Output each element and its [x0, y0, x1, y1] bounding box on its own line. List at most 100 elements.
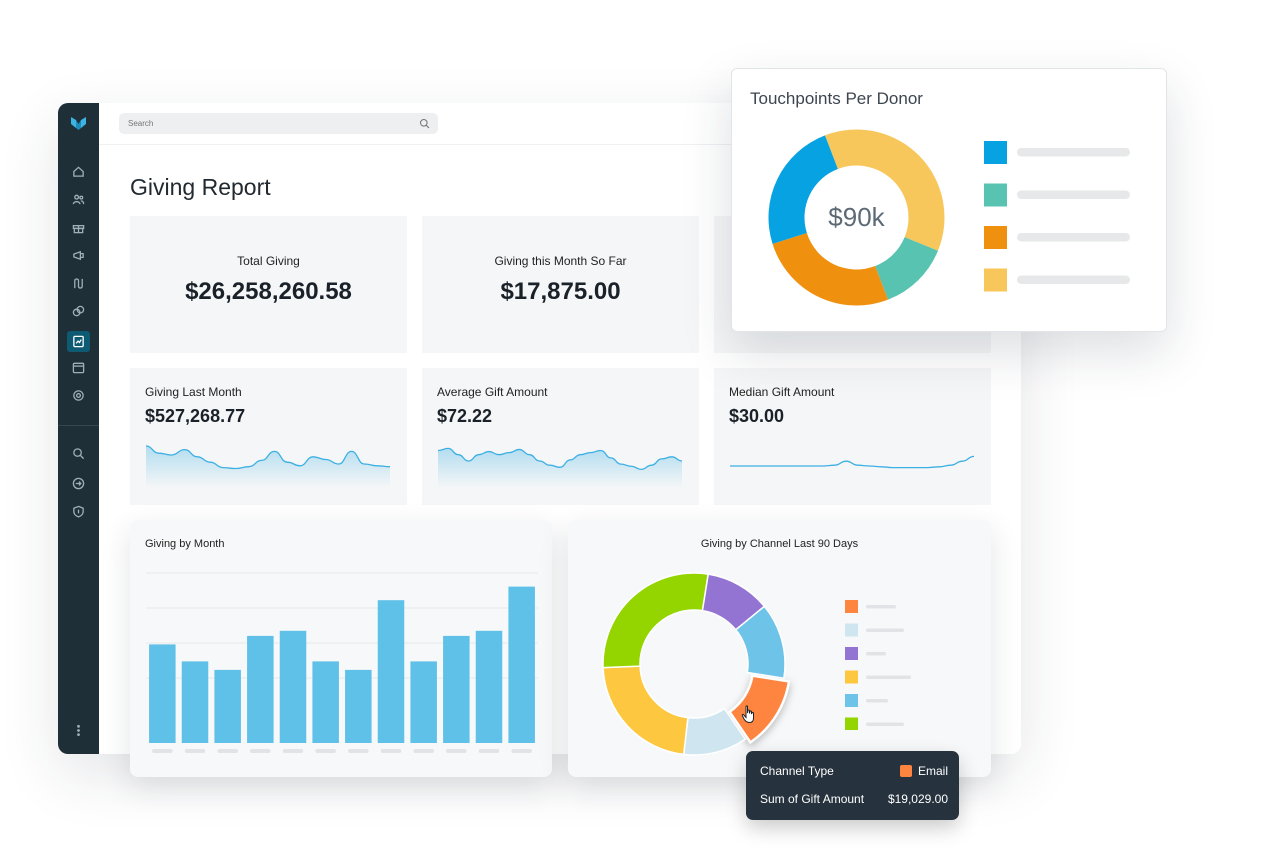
sparkline-chart [145, 445, 391, 488]
legend-label-placeholder [866, 652, 886, 656]
shield-icon[interactable] [70, 503, 87, 520]
legend-label-placeholder [1017, 275, 1130, 284]
tooltip-value: Email [899, 764, 948, 778]
sparkline-chart [437, 447, 683, 488]
sparkline-line [437, 447, 683, 471]
x-tick-label-placeholder [282, 749, 304, 753]
bar[interactable] [279, 630, 307, 743]
tooltip-value-text: Email [917, 764, 948, 778]
legend-swatch [845, 670, 858, 684]
report-icon[interactable] [67, 331, 90, 352]
bar[interactable] [345, 669, 372, 743]
topbar [99, 103, 1021, 145]
card-title: Touchpoints Per Donor [750, 89, 923, 108]
metric-value: $72.22 [437, 406, 493, 426]
metric-label: Giving Last Month [145, 385, 242, 399]
x-tick-label-placeholder [380, 749, 402, 753]
metric-value: $527,268.77 [145, 406, 246, 426]
tooltip-row: Sum of Gift Amount $19,029.00 [760, 792, 948, 808]
hand-cursor-icon [741, 705, 754, 724]
donut-slice[interactable] [875, 237, 938, 300]
kpi-label: Total Giving [237, 254, 300, 268]
giving-by-month-panel: Giving by Month [130, 520, 552, 777]
kpi-card-giving-this-month: Giving this Month So Far $17,875.00 [422, 216, 699, 353]
donut-slice[interactable] [768, 135, 838, 244]
logo-icon[interactable] [70, 115, 87, 132]
search-bar [119, 113, 438, 134]
metric-label: Median Gift Amount [729, 385, 835, 399]
chart-legend [984, 141, 1130, 292]
search-input[interactable] [119, 113, 409, 134]
bar[interactable] [508, 586, 535, 743]
home-icon[interactable] [70, 163, 87, 180]
sign-in-icon[interactable] [70, 475, 87, 492]
legend-label-placeholder [866, 675, 911, 679]
legend-label-placeholder [1017, 190, 1130, 199]
legend-swatch [984, 183, 1007, 207]
gift-icon[interactable] [70, 219, 87, 236]
legend-swatch [845, 600, 858, 613]
kpi-card-total-giving: Total Giving $26,258,260.58 [130, 216, 407, 353]
bar[interactable] [475, 630, 503, 743]
search-icon[interactable] [419, 118, 430, 129]
x-tick-label-placeholder [446, 749, 467, 753]
donut-slice[interactable] [772, 233, 889, 306]
donut-slice[interactable] [602, 665, 689, 756]
donut-slice[interactable] [734, 605, 786, 680]
metric-card-average-gift: Average Gift Amount $72.22 [422, 368, 699, 505]
legend-swatch [845, 647, 858, 660]
legend-label-placeholder [1017, 233, 1130, 242]
settings-icon[interactable] [70, 387, 87, 404]
sparkline-area [438, 448, 682, 488]
donut-center-label: $90k [828, 202, 885, 232]
legend-label-placeholder [866, 699, 888, 703]
kpi-label: Giving this Month So Far [494, 254, 627, 268]
donut-chart [602, 572, 791, 756]
donut-slice[interactable] [602, 572, 710, 669]
bar[interactable] [312, 661, 339, 743]
x-tick-label-placeholder [217, 749, 238, 753]
donut-chart [768, 129, 945, 306]
bar[interactable] [247, 635, 274, 743]
sparkline-chart [730, 455, 975, 469]
metric-value: $30.00 [729, 406, 785, 426]
x-tick-label-placeholder [315, 749, 336, 753]
chart-tooltip: Channel Type Email Sum of Gift Amount $1… [746, 751, 959, 820]
x-tick-label-placeholder [413, 749, 434, 753]
bar[interactable] [181, 661, 209, 743]
legend-label-placeholder [1017, 148, 1130, 157]
more-icon[interactable] [70, 722, 87, 739]
tooltip-row: Channel Type Email [760, 764, 948, 780]
sparkline-line [145, 445, 391, 470]
donut-slice[interactable] [727, 674, 791, 745]
kpi-value: $26,258,260.58 [185, 278, 352, 305]
bar[interactable] [149, 644, 176, 743]
page-title: Giving Report [130, 174, 271, 200]
tags-icon[interactable] [70, 303, 87, 320]
bar[interactable] [443, 635, 470, 743]
bar[interactable] [410, 661, 437, 743]
x-tick-label-placeholder [152, 749, 173, 753]
bar[interactable] [377, 600, 405, 743]
metric-label: Average Gift Amount [437, 385, 548, 399]
tooltip-key: Sum of Gift Amount [760, 792, 865, 806]
route-icon[interactable] [70, 275, 87, 292]
legend-label-placeholder [866, 628, 904, 632]
touchpoints-card: Touchpoints Per Donor $90k [731, 68, 1167, 332]
chart-title: Giving by Month [145, 538, 225, 550]
donut-slice[interactable] [824, 129, 945, 251]
x-tick-label-placeholder [511, 749, 532, 753]
x-tick-label-placeholder [184, 749, 206, 753]
megaphone-icon[interactable] [70, 247, 87, 264]
chart-title: Giving by Channel Last 90 Days [700, 538, 859, 550]
search-icon[interactable] [70, 445, 87, 462]
calendar-icon[interactable] [70, 359, 87, 376]
metric-card-giving-last-month: Giving Last Month $527,268.77 [130, 368, 407, 505]
bar[interactable] [214, 669, 241, 743]
x-tick-label-placeholder [348, 749, 369, 753]
legend-swatch [845, 623, 858, 637]
legend-swatch [984, 141, 1007, 164]
legend-label-placeholder [866, 722, 904, 726]
giving-by-channel-panel: Giving by Channel Last 90 Days [568, 520, 991, 777]
people-icon[interactable] [70, 191, 87, 208]
